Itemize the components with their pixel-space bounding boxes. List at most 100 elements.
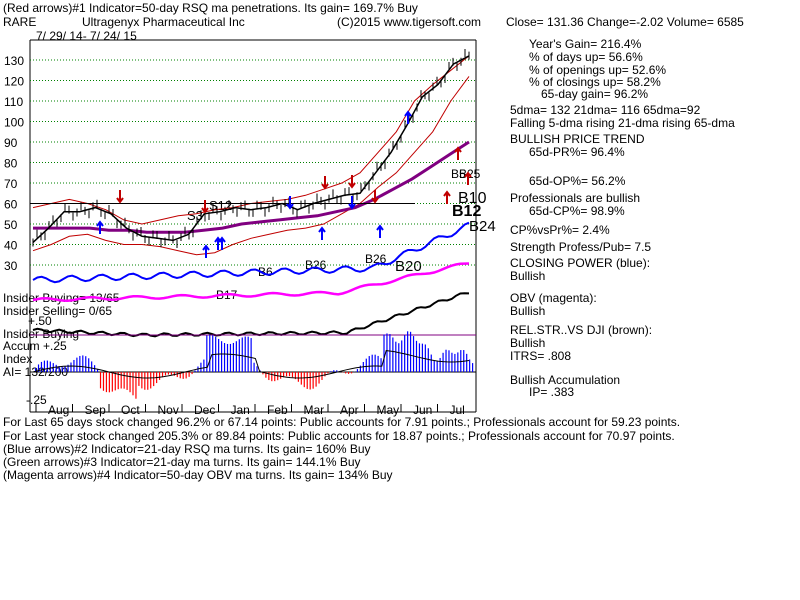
accum-bar [250, 338, 252, 372]
footer-indicator-3: (Green arrows)#3 Indicator=21-day ma tur… [3, 455, 361, 469]
accum-bar [88, 358, 90, 372]
accum-bar [108, 372, 110, 393]
accum-bar [253, 362, 255, 372]
blue-up-arrow [218, 236, 226, 250]
accum-bar [268, 372, 270, 381]
accum-bar [144, 372, 146, 390]
accum-bar [173, 372, 175, 376]
accum-bar [386, 333, 388, 372]
signal-b5: B5 [451, 167, 466, 181]
accum-bar [430, 354, 432, 372]
accum-bar [176, 372, 178, 378]
stat-accumulation: Bullish Accumulation [510, 373, 621, 387]
x-tick-label: Jun [413, 403, 432, 417]
date-range: 7/ 29/ 14- 7/ 24/ 15 [36, 29, 137, 43]
accum-bar [383, 334, 385, 372]
x-tick-label: Aug [48, 403, 69, 417]
x-tick-label: Sep [85, 403, 107, 417]
accum-bar [188, 372, 190, 377]
accum-bar [206, 335, 208, 372]
signal-b20: B20 [395, 258, 422, 275]
red-arrow [321, 176, 329, 190]
accum-bar [212, 335, 214, 372]
red-arrow [464, 171, 472, 185]
accum-bar [158, 372, 161, 380]
accum-bar [333, 370, 335, 372]
accum-bar [469, 359, 471, 372]
accum-bar [395, 341, 397, 372]
upper-band-line [32, 55, 470, 225]
y-tick-label: 130 [4, 54, 24, 68]
accum-ma-line [32, 350, 470, 379]
stat-itrs: ITRS= .808 [510, 349, 572, 363]
accum-bar [350, 372, 353, 374]
accum-bar [247, 336, 249, 372]
accum-bar [409, 331, 412, 372]
stat-closing-power-value: Bullish [510, 269, 546, 283]
accum-bar [123, 372, 125, 389]
accum-bar [330, 371, 332, 372]
blue-arrow [202, 244, 210, 258]
accum-bar [356, 369, 359, 372]
red-arrow [443, 190, 451, 204]
accum-bar [359, 365, 361, 372]
accum-bar [218, 338, 220, 372]
stat-obv-value: Bullish [510, 304, 546, 318]
footer-indicator-2: (Blue arrows)#2 Indicator=21-day RSQ ma … [3, 442, 371, 456]
indicator-1-caption: (Red arrows)#1 Indicator=50-day RSQ ma p… [3, 1, 418, 15]
accum-bar [472, 363, 474, 372]
accum-bar [312, 372, 314, 389]
accum-bar [241, 337, 243, 372]
accum-bar [291, 372, 294, 378]
accum-bar [280, 372, 282, 379]
accum-bar [117, 372, 119, 390]
lower-band-line [32, 76, 470, 256]
accum-bar [79, 355, 81, 372]
signal-b10: B10 [458, 190, 487, 207]
ticker: RARE [3, 15, 37, 29]
accum-bar [40, 361, 43, 372]
red-arrow [371, 190, 379, 204]
footer-indicator-4: (Magenta arrows)#4 Indicator=50-day OBV … [3, 468, 393, 482]
stat-ip: IP= .383 [529, 385, 575, 399]
accum-bar [294, 372, 297, 380]
accum-bar [285, 372, 288, 377]
accum-bar [132, 372, 134, 396]
x-tick-label: Nov [158, 403, 179, 417]
stat-closings-up: % of closings up= 58.2% [529, 75, 661, 89]
stat-obv: OBV (magenta): [510, 291, 597, 305]
footer-65-day-change: For Last 65 days stock changed 96.2% or … [3, 415, 681, 429]
y-tick-label: 30 [4, 259, 18, 273]
x-tick-label: Apr [340, 403, 359, 417]
accum-bar [111, 372, 113, 392]
accum-bar [209, 334, 211, 372]
signal-b12: B12 [452, 203, 482, 220]
accum-bar [138, 372, 140, 386]
y-tick-label: 50 [4, 218, 18, 232]
accum-bar [91, 361, 93, 372]
accum-bar [371, 354, 373, 372]
accum-bar [374, 354, 376, 372]
quote: Close= 131.36 Change=-2.02 Volume= 6585 [506, 15, 744, 29]
accum-bar [147, 372, 149, 390]
accum-bar [336, 370, 338, 372]
accum-bar [303, 372, 305, 388]
accum-bar [380, 358, 382, 372]
stat-65-day-gain: 65-day gain= 96.2% [541, 87, 649, 101]
accum-tick-minus25: -.25 [26, 393, 47, 407]
stat-rel-strength: REL.STR..VS DJI (brown): [510, 323, 653, 337]
x-tick-label: Feb [267, 403, 288, 417]
accum-bar [85, 356, 87, 372]
x-tick-label: Dec [194, 403, 215, 417]
accum-bar [439, 357, 441, 372]
blue-arrow [96, 220, 104, 234]
accum-bar [433, 360, 435, 372]
x-tick-label: Jan [231, 403, 250, 417]
accum-bar [170, 372, 172, 375]
accum-bar [424, 344, 426, 372]
accum-bar [102, 372, 105, 391]
accum-bar [466, 353, 468, 372]
blue-up-arrow [318, 226, 326, 240]
accum-bar [67, 364, 69, 372]
